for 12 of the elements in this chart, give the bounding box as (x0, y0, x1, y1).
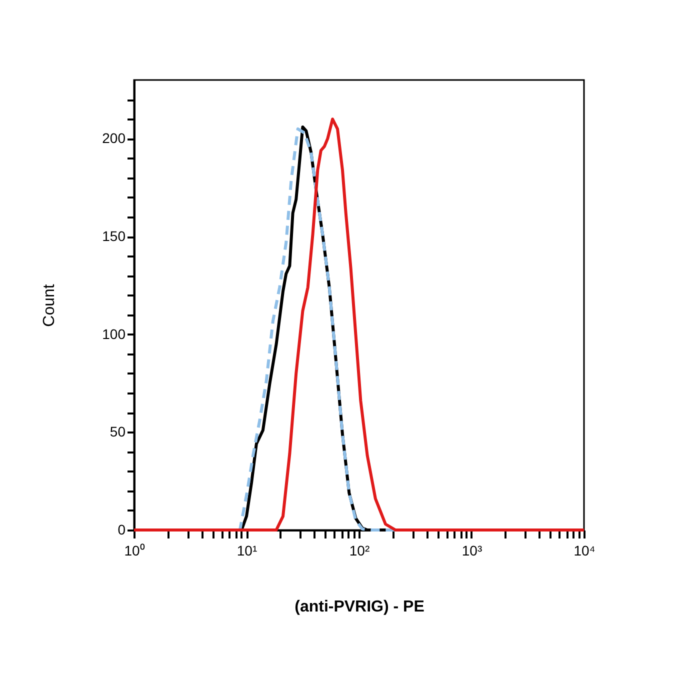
x-axis-title: (anti-PVRIG) - PE (294, 598, 425, 616)
y-axis-title: Count (41, 284, 58, 327)
x-tick-label: 10⁰ (124, 542, 145, 558)
y-tick-label: 0 (118, 522, 126, 538)
x-tick-label: 10⁴ (574, 542, 596, 558)
x-tick-label: 10¹ (236, 542, 258, 558)
y-tick-label: 100 (102, 326, 126, 342)
x-tick-label: 10² (349, 542, 370, 558)
x-tick-label: 10³ (462, 542, 482, 558)
y-tick-label: 50 (110, 424, 126, 440)
y-tick-label: 150 (102, 228, 126, 244)
y-tick-label: 200 (102, 130, 126, 146)
